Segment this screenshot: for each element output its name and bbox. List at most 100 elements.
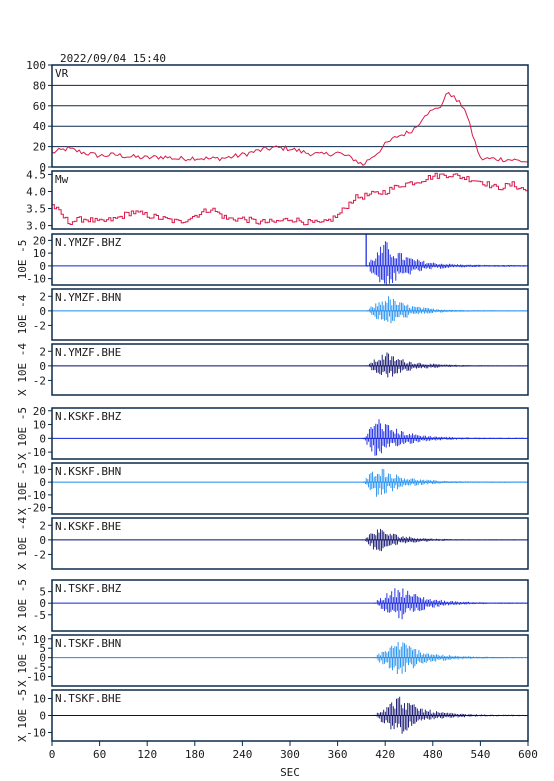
panel-label: N.TSKF.BHE: [55, 692, 121, 705]
y-tick-label: -10: [26, 446, 46, 459]
y-tick-label: 0: [39, 305, 46, 318]
x-tick-label: 0: [49, 748, 56, 761]
y-tick-label: -10: [26, 727, 46, 740]
x-tick-label: 240: [232, 748, 252, 761]
y-tick-label: 20: [33, 141, 46, 154]
x-axis: 0 60 120 180 240 300 360 420 480 540 600: [49, 741, 538, 761]
seismogram-trace: [361, 419, 526, 456]
panel-frame: [51, 579, 529, 632]
seismogram-trace: [361, 468, 526, 497]
panel-frame: [51, 343, 529, 396]
y-tick-label: 2: [39, 345, 46, 358]
y-tick-label: 0: [39, 534, 46, 547]
y-tick-label: 5: [39, 586, 46, 599]
y-tick-label: 0: [39, 432, 46, 445]
panel-frame: [51, 634, 529, 687]
x-tick-label: 600: [518, 748, 538, 761]
x-axis-title: SEC: [280, 766, 300, 779]
panel-label: N.KSKF.BHN: [55, 465, 121, 478]
y-tick-label: 0: [39, 710, 46, 723]
seismogram-trace: [361, 528, 526, 552]
y-tick-label: 3.5: [26, 203, 46, 216]
x-tick-label: 180: [185, 748, 205, 761]
seismogram-trace: [373, 696, 526, 734]
panel-n-ymzf-bhe: -20 2 X 10E -4 N.YMZF.BHE: [16, 343, 529, 396]
y-tick-label: 4.5: [26, 168, 46, 181]
panel-frame: [51, 233, 529, 286]
y-axis-label: X 10E -5: [16, 579, 29, 632]
y-axis-label: X 10E -5: [16, 407, 29, 460]
panel-mw: 3.0 3.5 4.0 4.5 Mw: [26, 168, 529, 233]
y-tick-label: -2: [33, 374, 46, 387]
y-axis-label: X 10E -5: [16, 689, 29, 742]
y-tick-label: 20: [33, 405, 46, 418]
y-tick-label: -2: [33, 319, 46, 332]
panel-frame: [51, 288, 529, 341]
y-tick-label: 0: [39, 360, 46, 373]
y-tick-label: -5: [33, 609, 46, 622]
panel-label: N.KSKF.BHZ: [55, 410, 122, 423]
y-tick-label: 20: [33, 234, 46, 247]
x-tick-label: 120: [137, 748, 157, 761]
y-tick-label: 10: [33, 419, 46, 432]
y-tick-label: -10: [26, 489, 46, 502]
y-tick-label: 4.0: [26, 185, 46, 198]
panel-label: N.YMZF.BHE: [55, 346, 121, 359]
panel-frame: [51, 462, 529, 515]
y-tick-label: -2: [33, 548, 46, 561]
figure-datetime: 2022/09/04 15:40: [60, 52, 166, 65]
panel-n-tskf-bhe: -10 0 10 X 10E -5 N.TSKF.BHE: [16, 689, 529, 742]
x-tick-label: 360: [328, 748, 348, 761]
y-tick-label: -5: [33, 661, 46, 674]
y-tick-label: 100: [26, 59, 46, 72]
panel-n-tskf-bhz: -505 X 10E -5 N.TSKF.BHZ: [16, 579, 529, 632]
y-axis-label: X 10E -4: [16, 517, 29, 570]
panel-label: Mw: [55, 173, 69, 186]
y-tick-label: 10: [33, 633, 46, 646]
y-axis-label: X 10E -5: [16, 634, 29, 687]
x-tick-label: 60: [93, 748, 106, 761]
panel-frame: [51, 407, 529, 460]
y-tick-label: 0: [39, 260, 46, 273]
y-axis-label: 10E -5: [16, 240, 29, 280]
y-tick-label: -20: [26, 502, 46, 515]
y-tick-label: 0: [39, 476, 46, 489]
panel-frame: [51, 517, 529, 570]
y-tick-label: 40: [33, 120, 46, 133]
panel-vr: 0 20 40 60 80 100 VR: [26, 59, 529, 174]
y-tick-label: 0: [39, 161, 46, 174]
y-tick-label: -10: [26, 273, 46, 286]
panel-label: VR: [55, 67, 69, 80]
y-tick-label: 0: [39, 597, 46, 610]
y-tick-label: 2: [39, 519, 46, 532]
x-tick-label: 480: [423, 748, 443, 761]
y-tick-label: 60: [33, 100, 46, 113]
y-tick-label: -10: [26, 671, 46, 684]
panel-frame: [51, 170, 529, 230]
seismogram-trace: [365, 352, 526, 378]
y-tick-label: 10: [33, 693, 46, 706]
panel-n-kskf-bhe: -20 2 X 10E -4 N.KSKF.BHE: [16, 517, 529, 570]
panel-n-ymzf-bhn: -20 2 10E -4 N.YMZF.BHN: [16, 288, 529, 341]
seismogram-trace: [373, 588, 526, 620]
x-tick-label: 540: [470, 748, 490, 761]
vr-series-line: [51, 91, 528, 166]
y-axis-label: 10E -4: [16, 294, 29, 334]
seismogram-trace: [365, 241, 526, 285]
panel-frame: [51, 64, 529, 168]
panel-label: N.TSKF.BHZ: [55, 582, 122, 595]
panel-label: N.TSKF.BHN: [55, 637, 121, 650]
seismogram-trace: [365, 296, 526, 324]
panel-label: N.YMZF.BHN: [55, 291, 121, 304]
y-tick-label: 5: [39, 642, 46, 655]
panel-label: N.KSKF.BHE: [55, 520, 121, 533]
mw-series-line: [52, 172, 529, 226]
y-axis-label: X 10E -5: [16, 462, 29, 515]
y-tick-label: 3.0: [26, 220, 46, 233]
